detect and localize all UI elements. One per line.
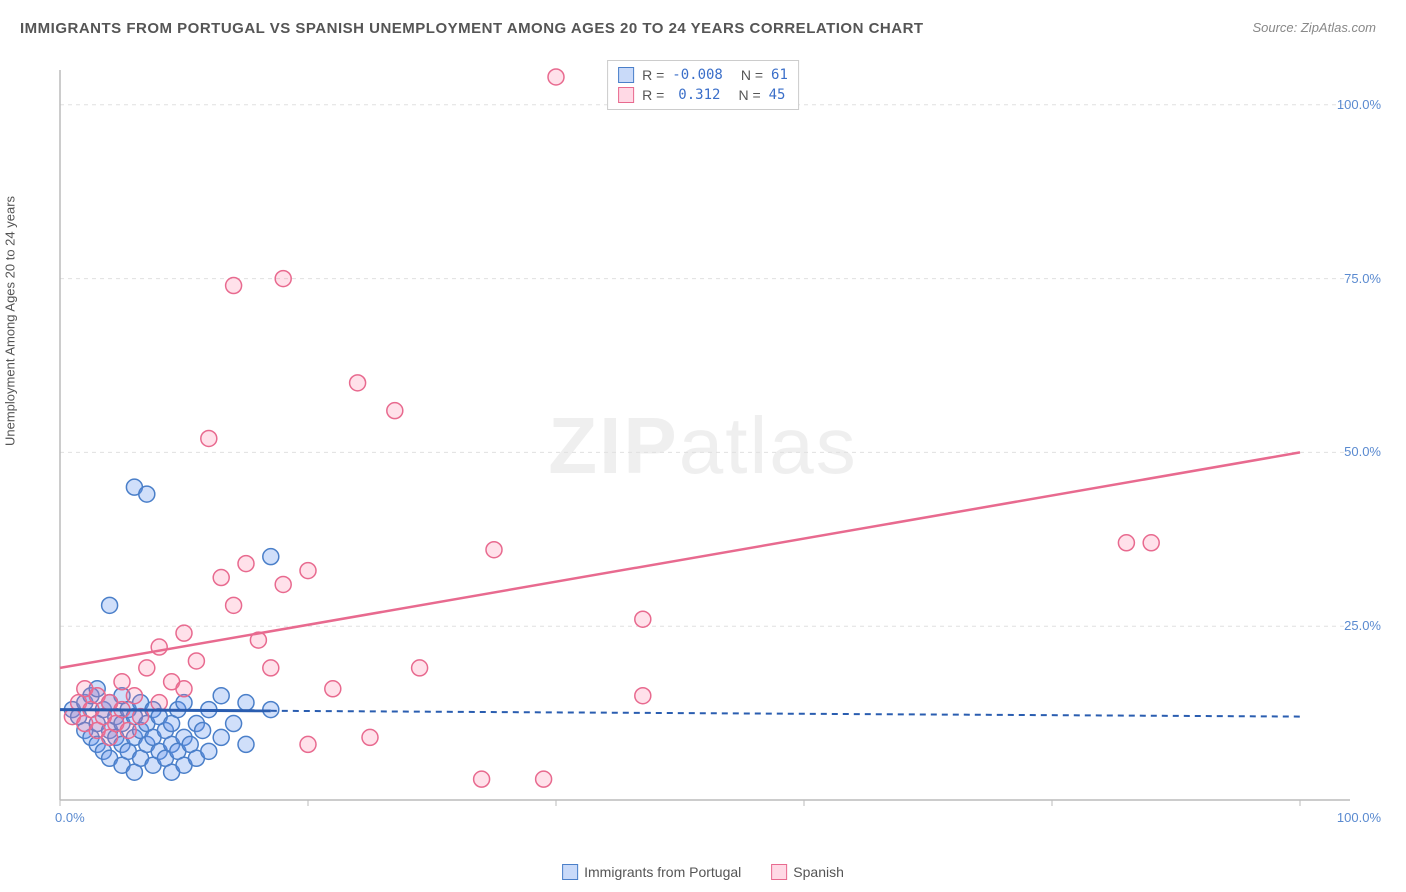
legend-label-portugal: Immigrants from Portugal — [584, 864, 741, 880]
chart-svg — [50, 60, 1370, 840]
y-tick-label: 75.0% — [1344, 271, 1381, 286]
x-tick-label: 0.0% — [55, 810, 85, 825]
n-label-2: N = — [738, 87, 760, 103]
swatch-blue-icon-2 — [562, 864, 578, 880]
n-value-portugal: 61 — [771, 67, 788, 83]
source-attribution: Source: ZipAtlas.com — [1252, 20, 1376, 35]
swatch-pink-icon-2 — [771, 864, 787, 880]
r-value-spanish: 0.312 — [678, 87, 720, 103]
scatter-plot — [50, 60, 1370, 840]
y-axis-label: Unemployment Among Ages 20 to 24 years — [3, 196, 18, 446]
r-value-portugal: -0.008 — [672, 67, 723, 83]
swatch-pink-icon — [618, 87, 634, 103]
legend-row-portugal: R = -0.008 N = 61 — [618, 65, 788, 85]
legend-item-portugal: Immigrants from Portugal — [562, 864, 741, 880]
chart-title: IMMIGRANTS FROM PORTUGAL VS SPANISH UNEM… — [20, 20, 924, 37]
n-value-spanish: 45 — [769, 87, 786, 103]
correlation-legend: R = -0.008 N = 61 R = 0.312 N = 45 — [607, 60, 799, 110]
legend-item-spanish: Spanish — [771, 864, 844, 880]
y-tick-label: 25.0% — [1344, 618, 1381, 633]
n-label: N = — [741, 67, 763, 83]
y-tick-label: 100.0% — [1337, 97, 1381, 112]
x-tick-label: 100.0% — [1337, 810, 1381, 825]
y-tick-label: 50.0% — [1344, 444, 1381, 459]
r-label-2: R = — [642, 87, 664, 103]
legend-row-spanish: R = 0.312 N = 45 — [618, 85, 788, 105]
legend-label-spanish: Spanish — [793, 864, 844, 880]
r-label: R = — [642, 67, 664, 83]
series-legend: Immigrants from Portugal Spanish — [562, 864, 844, 880]
swatch-blue-icon — [618, 67, 634, 83]
